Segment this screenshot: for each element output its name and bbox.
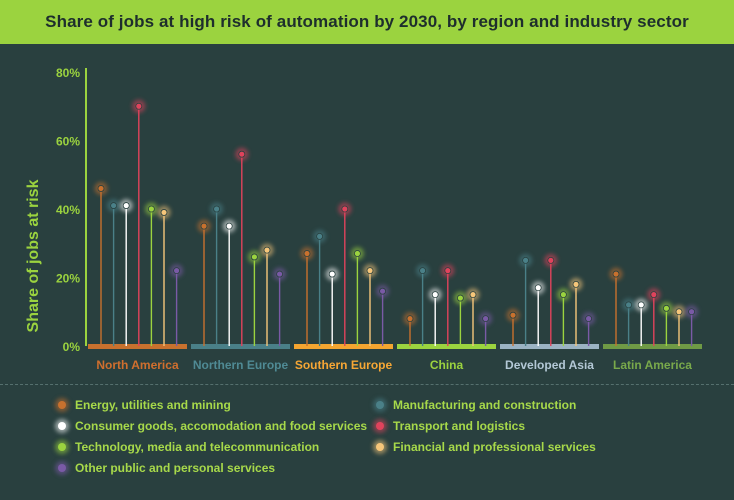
category-label: Developed Asia: [505, 358, 594, 372]
lollipop-point: [522, 256, 529, 264]
legend-marker-icon: [376, 443, 384, 451]
legend-marker-icon: [58, 443, 66, 451]
legend-marker-icon: [376, 422, 384, 430]
lollipop-point: [663, 304, 670, 312]
legend-label: Technology, media and telecommunication: [75, 440, 320, 454]
legend-item: Consumer goods, accomodation and food se…: [58, 419, 367, 433]
lollipop-point: [637, 301, 645, 309]
category-baseline: [603, 344, 702, 349]
lollipop-point: [250, 253, 258, 261]
lollipop-point: [625, 301, 632, 309]
lollipop-point: [650, 291, 658, 299]
y-axis-label: Share of jobs at risk: [25, 179, 42, 332]
category-label: Southern Europe: [295, 358, 393, 372]
lollipop-point: [276, 270, 284, 278]
lollipop-point: [238, 150, 246, 158]
lollipop-point: [431, 291, 439, 299]
legend-marker-icon: [58, 401, 66, 409]
legend-label: Consumer goods, accomodation and food se…: [75, 419, 368, 433]
legend-marker-icon: [376, 401, 384, 409]
lollipop-point: [173, 267, 181, 275]
lollipop-point: [263, 246, 271, 254]
lollipop-point: [160, 209, 168, 216]
lollipop-point: [534, 284, 542, 292]
chart-title: Share of jobs at high risk of automation…: [45, 12, 689, 31]
legend-item: Transport and logistics: [376, 419, 525, 433]
lollipop-point: [353, 250, 361, 257]
lollipop-point: [444, 267, 452, 275]
lollipop-point: [547, 256, 555, 264]
lollipop-point: [572, 280, 580, 288]
y-tick-label: 0%: [63, 340, 81, 354]
lollipop-point: [303, 250, 311, 257]
lollipop-point: [456, 294, 464, 302]
legend-item: Energy, utilities and mining: [58, 398, 231, 412]
lollipop-point: [379, 287, 387, 295]
category-baseline: [88, 344, 187, 349]
legend-item: Technology, media and telecommunication: [58, 440, 319, 454]
lollipop-point: [688, 308, 695, 316]
legend-label: Energy, utilities and mining: [75, 398, 231, 412]
chart-title-bar: Share of jobs at high risk of automation…: [0, 0, 734, 44]
lollipop-point: [200, 222, 208, 230]
lollipop-point: [675, 308, 683, 316]
lollipop-point: [97, 185, 105, 192]
legend: Energy, utilities and mining Manufacturin…: [58, 398, 678, 488]
lollipop-point: [213, 205, 221, 213]
category-label: China: [430, 358, 464, 372]
lollipop-point: [585, 315, 592, 323]
category-baseline: [294, 344, 393, 349]
legend-label: Transport and logistics: [393, 419, 526, 433]
lollipop-point: [509, 311, 517, 319]
lollipop-point: [110, 202, 117, 209]
y-tick-label: 60%: [56, 135, 80, 149]
y-tick-label: 80%: [56, 66, 80, 80]
lollipop-chart: Share of jobs at risk 0% 20% 40% 60% 80% Nort…: [25, 66, 702, 372]
lollipop-point: [366, 267, 374, 275]
legend-divider: [0, 384, 734, 385]
lollipop-point: [560, 291, 567, 299]
category-label: Northern Europe: [193, 358, 289, 372]
legend-marker-icon: [58, 464, 66, 472]
legend-label: Manufacturing and construction: [393, 398, 577, 412]
y-tick-label: 40%: [56, 203, 80, 217]
category-label: Latin America: [613, 358, 692, 372]
y-tick-label: 20%: [56, 272, 80, 286]
lollipop-point: [316, 232, 324, 240]
legend-item: Manufacturing and construction: [376, 398, 576, 412]
lollipop-point: [225, 222, 233, 230]
lollipop-point: [135, 102, 143, 110]
lollipop-point: [328, 270, 336, 278]
lollipop-point: [122, 202, 130, 209]
legend-item: Other public and personal services: [58, 461, 275, 475]
lollipop-point: [419, 267, 427, 275]
lollipop-point: [406, 315, 414, 323]
lollipop-point: [482, 315, 490, 323]
lollipop-point: [612, 270, 620, 278]
category-label: North America: [96, 358, 179, 372]
lollipop-point: [341, 205, 349, 213]
category-baseline: [500, 344, 599, 349]
legend-marker-icon: [58, 422, 66, 430]
lollipop-point: [147, 205, 155, 213]
legend-item: Financial and professional services: [376, 440, 596, 454]
lollipop-point: [469, 291, 477, 299]
category-baseline: [397, 344, 496, 349]
legend-label: Other public and personal services: [75, 461, 276, 475]
category-baseline: [191, 344, 290, 349]
legend-label: Financial and professional services: [393, 440, 596, 454]
